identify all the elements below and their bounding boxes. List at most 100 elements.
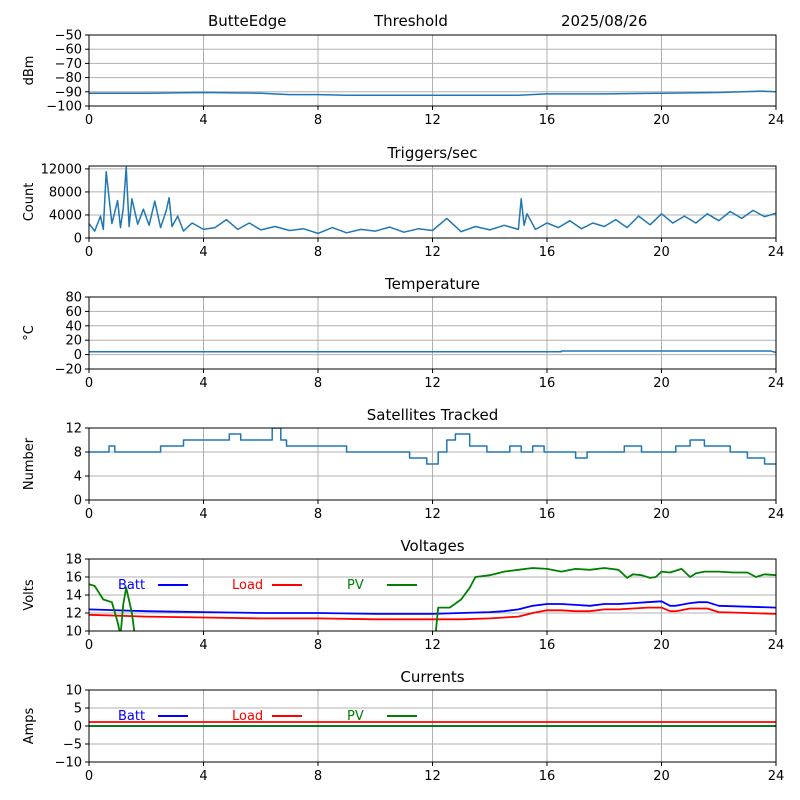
x-tick-label: 12: [424, 245, 441, 260]
x-tick-label: 8: [314, 507, 322, 522]
x-tick-label: 0: [85, 245, 93, 260]
y-tick-label: −90: [55, 85, 82, 100]
y-tick-label: 12: [65, 607, 82, 622]
y-tick-label: 60: [65, 305, 82, 320]
x-tick-label: 24: [768, 638, 785, 653]
x-tick-label: 0: [85, 638, 93, 653]
panel-title: Voltages: [400, 537, 464, 555]
y-tick-label: 5: [74, 702, 82, 717]
y-tick-label: 40: [65, 319, 82, 334]
x-tick-label: 4: [199, 507, 207, 522]
legend-label-batt: Batt: [118, 709, 145, 724]
x-tick-label: 24: [768, 245, 785, 260]
y-axis-label: dBm: [22, 56, 37, 86]
series-line-satellites: [89, 428, 776, 465]
x-tick-label: 16: [539, 638, 556, 653]
legend-label-pv: PV: [347, 709, 364, 724]
y-tick-label: −20: [55, 363, 82, 378]
series-line-pv: [89, 567, 776, 631]
x-tick-label: 0: [85, 376, 93, 391]
y-tick-label: −70: [55, 57, 82, 72]
y-axis-label: °C: [22, 325, 37, 341]
x-tick-label: 12: [424, 638, 441, 653]
panel-title: Triggers/sec: [387, 144, 478, 162]
y-tick-label: 12000: [41, 162, 82, 177]
header-site: ButteEdge: [208, 12, 287, 30]
panel-voltages: 0 4 8 12 16 20 24 10 12 14 16 18 Voltages Volts Batt Lo…: [22, 537, 784, 653]
panel-triggers: 0 4 8 12 16 20 24 0 4000 8000 12000 Triggers/sec Cou…: [22, 144, 784, 260]
panel-title: Currents: [400, 668, 464, 686]
x-tick-label: 12: [424, 376, 441, 391]
x-tick-label: 16: [539, 376, 556, 391]
y-tick-label: 8: [74, 446, 82, 461]
x-tick-label: 12: [424, 113, 441, 128]
x-tick-label: 12: [424, 769, 441, 784]
x-tick-label: 16: [539, 245, 556, 260]
y-tick-label: 20: [65, 334, 82, 349]
y-tick-label: 0: [74, 232, 82, 247]
y-tick-label: 10: [65, 684, 82, 699]
y-tick-label: 0: [74, 720, 82, 735]
y-tick-label: 4: [74, 470, 82, 485]
y-tick-label: −10: [55, 756, 82, 771]
header-date: 2025/08/26: [561, 12, 647, 30]
x-tick-label: 4: [199, 769, 207, 784]
series-line-triggers: [89, 166, 776, 235]
y-axis-label: Volts: [22, 579, 37, 611]
panel-currents: 0 4 8 12 16 20 24 −10 −5 0 5 10 Currents Amps Batt Load…: [22, 668, 784, 784]
y-tick-label: 80: [65, 291, 82, 306]
y-tick-label: 10: [65, 625, 82, 640]
x-tick-label: 4: [199, 376, 207, 391]
panel-title: Temperature: [384, 275, 480, 293]
x-tick-label: 4: [199, 245, 207, 260]
x-tick-label: 8: [314, 638, 322, 653]
x-tick-label: 0: [85, 507, 93, 522]
x-tick-label: 24: [768, 769, 785, 784]
y-tick-label: 0: [74, 494, 82, 509]
y-tick-label: −100: [46, 100, 82, 115]
legend-label-load: Load: [232, 578, 263, 593]
y-tick-label: 4000: [49, 208, 82, 223]
legend-label-batt: Batt: [118, 578, 145, 593]
x-tick-label: 20: [653, 769, 670, 784]
panel-signal: 0 4 8 12 16 20 24 −100−90−80−70−60−50 dBm: [22, 29, 784, 129]
x-tick-label: 16: [539, 113, 556, 128]
x-tick-label: 16: [539, 769, 556, 784]
x-tick-label: 4: [199, 113, 207, 128]
x-tick-label: 20: [653, 376, 670, 391]
y-tick-label: −80: [55, 71, 82, 86]
panel-title: Satellites Tracked: [367, 406, 498, 424]
series-line-temperature: [89, 350, 776, 354]
legend-label-load: Load: [232, 709, 263, 724]
y-tick-label: 0: [74, 348, 82, 363]
x-tick-label: 8: [314, 376, 322, 391]
x-tick-label: 20: [653, 507, 670, 522]
y-tick-label: 8000: [49, 185, 82, 200]
y-axis-label: Number: [22, 437, 37, 490]
x-tick-label: 20: [653, 113, 670, 128]
x-tick-label: 0: [85, 113, 93, 128]
x-tick-label: 20: [653, 245, 670, 260]
y-axis-label: Amps: [22, 707, 37, 744]
header-mode: Threshold: [373, 12, 448, 30]
x-tick-label: 8: [314, 113, 322, 128]
x-tick-label: 24: [768, 507, 785, 522]
series-line-batt: [89, 600, 776, 615]
y-tick-label: −50: [55, 29, 82, 44]
x-tick-label: 8: [314, 245, 322, 260]
legend-label-pv: PV: [347, 578, 364, 593]
x-tick-label: 12: [424, 507, 441, 522]
y-tick-label: 18: [65, 553, 82, 568]
x-tick-label: 20: [653, 638, 670, 653]
y-tick-label: 16: [65, 571, 82, 586]
x-tick-label: 24: [768, 376, 785, 391]
y-tick-label: 14: [65, 589, 82, 604]
y-tick-label: −5: [63, 738, 82, 753]
x-tick-label: 8: [314, 769, 322, 784]
x-tick-label: 16: [539, 507, 556, 522]
x-tick-label: 4: [199, 638, 207, 653]
y-tick-label: 12: [65, 422, 82, 437]
